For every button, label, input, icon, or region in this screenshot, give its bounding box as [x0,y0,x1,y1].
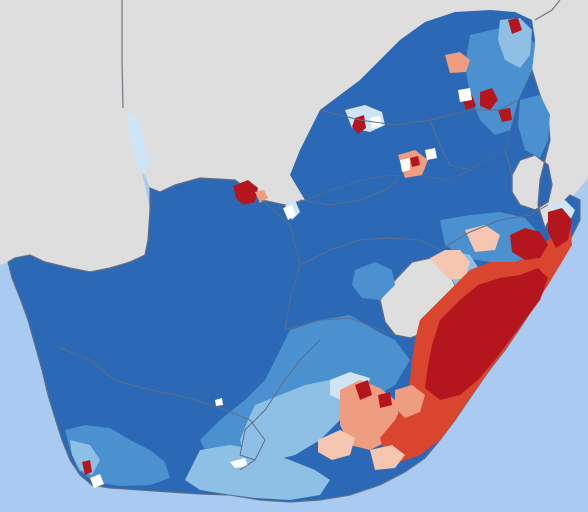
province-border-north-west-gauteng [299,179,399,206]
spot-white-capetown [90,474,104,488]
spot-white-gauteng-1 [400,158,410,172]
province-border-kzn [439,204,549,251]
region-lightblue-karoo [240,380,345,462]
spot-white-northern-cape [283,205,296,220]
province-border-eastern-cape [239,339,321,461]
hotspot-darkred-limpopo-3 [508,18,522,34]
neighbour-country-west [0,0,150,272]
patch-pale-north-west [126,110,150,175]
hotspot-darkred-limpopo-4 [498,108,512,122]
hotspot-darkred-eastcape-2 [378,392,392,408]
border-west-north [121,0,124,109]
spot-white-south [230,458,248,468]
hotspot-darkred-northern-cape [233,180,258,205]
region-palered-eastcape [318,430,355,460]
spot-white-limpopo [458,88,472,102]
province-border-free-state-south [284,317,396,336]
hotspot-darkred-northwest [352,115,366,134]
region-darkred-kzn-coast [548,208,572,248]
hotspot-darkred-gauteng [410,156,420,167]
spot-white-westcape [215,398,223,406]
hotspot-darkred-eastcape-1 [355,380,372,400]
province-border-mpumalanga [429,119,471,171]
region-salmon-northwest [445,52,470,73]
province-border-free-state-north [299,237,441,266]
region-palered-kzn-mid [465,225,500,252]
region-midblue-free-state [352,262,395,300]
hotspot-salmon-northern-cape [255,190,268,203]
region-salmon-eastcape-coast [395,385,425,418]
province-border-western-cape [59,347,266,471]
region-lightblue-south [185,445,330,500]
region-darkred-transkei [425,268,548,400]
hotspot-darkred-capetown [82,460,92,475]
region-darkred-kzn-north [510,228,548,260]
hotspot-darkred-limpopo-1 [480,88,498,110]
spot-white-gauteng-2 [425,148,437,160]
region-palered-coastal-south [370,445,405,470]
region-palered-kzn-west [430,250,470,280]
region-lightblue-northeast [498,18,532,68]
region-lightblue-westcoast [70,440,100,475]
region-midblue-east-border [518,95,550,158]
border-north-east [534,0,561,21]
